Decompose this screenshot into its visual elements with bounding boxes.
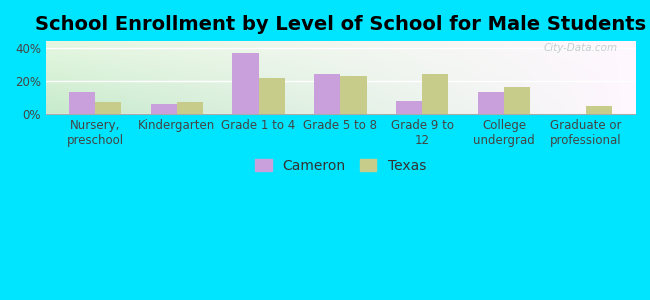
Bar <box>95 102 121 114</box>
Bar <box>314 74 341 114</box>
Bar <box>396 101 422 114</box>
Bar <box>341 76 367 114</box>
Bar <box>177 102 203 114</box>
Title: School Enrollment by Level of School for Male Students: School Enrollment by Level of School for… <box>35 15 646 34</box>
Bar <box>259 77 285 114</box>
Bar <box>69 92 95 114</box>
Bar <box>151 104 177 114</box>
Bar <box>478 92 504 114</box>
Text: City-Data.com: City-Data.com <box>543 43 618 53</box>
Bar <box>504 88 530 114</box>
Bar <box>422 74 448 114</box>
Bar <box>233 53 259 114</box>
Bar <box>586 106 612 114</box>
Legend: Cameron, Texas: Cameron, Texas <box>255 159 426 173</box>
